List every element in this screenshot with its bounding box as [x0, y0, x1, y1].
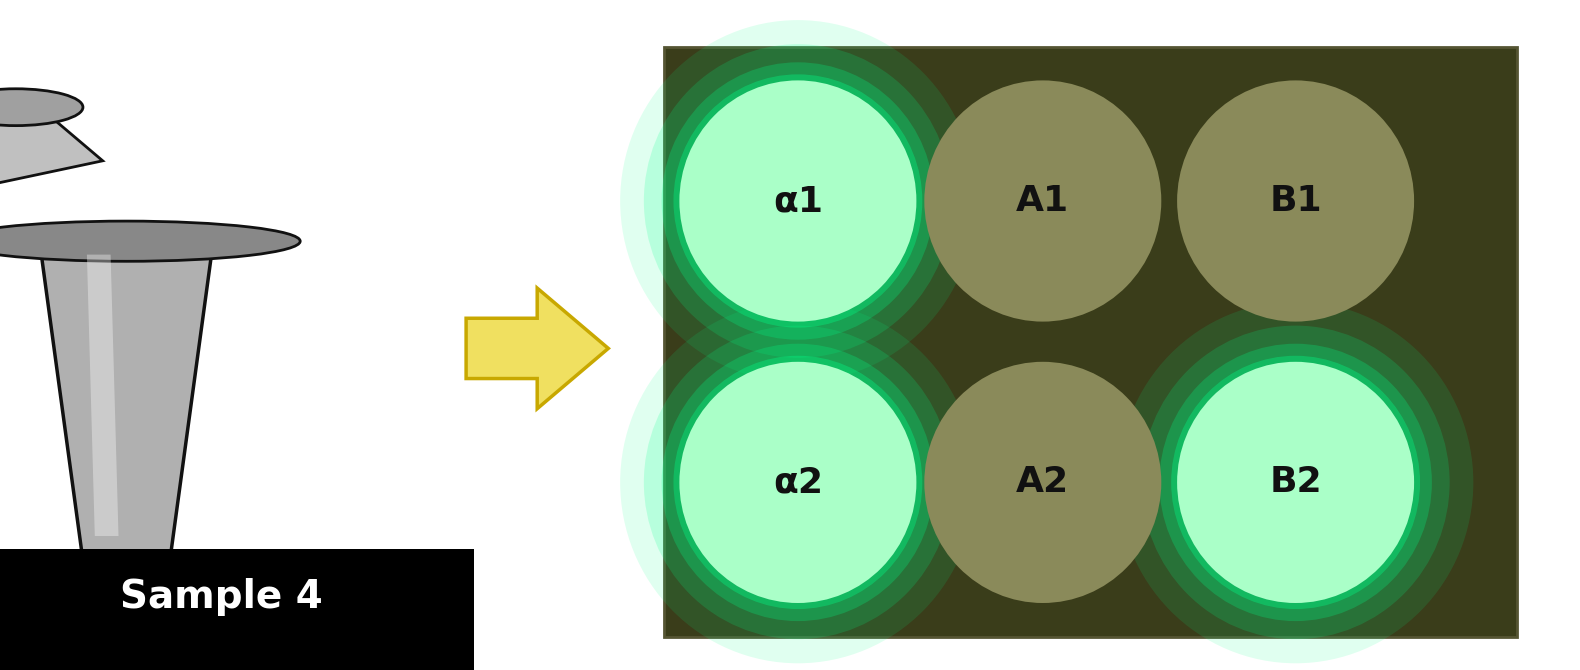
Text: A2: A2 [1016, 466, 1070, 499]
Ellipse shape [924, 362, 1161, 603]
Ellipse shape [1141, 326, 1450, 639]
Ellipse shape [1171, 356, 1420, 609]
Ellipse shape [679, 80, 916, 322]
Bar [0, 549, 474, 670]
Ellipse shape [1117, 302, 1474, 663]
Ellipse shape [662, 344, 934, 621]
Ellipse shape [679, 362, 916, 603]
Ellipse shape [619, 20, 976, 382]
Text: α2: α2 [773, 466, 823, 499]
Ellipse shape [47, 576, 205, 603]
Ellipse shape [662, 62, 934, 340]
Ellipse shape [619, 302, 976, 663]
Ellipse shape [673, 356, 923, 609]
Text: B2: B2 [1269, 466, 1322, 499]
Ellipse shape [645, 326, 951, 639]
Ellipse shape [1177, 80, 1414, 322]
Text: α1: α1 [773, 184, 823, 218]
Polygon shape [0, 94, 103, 188]
Text: B1: B1 [1269, 184, 1322, 218]
Polygon shape [87, 255, 118, 536]
Ellipse shape [0, 89, 84, 126]
Ellipse shape [645, 44, 951, 358]
FancyArrow shape [466, 288, 608, 409]
Text: Sample 4: Sample 4 [120, 578, 322, 616]
Ellipse shape [0, 221, 300, 261]
Polygon shape [40, 241, 213, 590]
Ellipse shape [924, 80, 1161, 322]
Ellipse shape [1160, 344, 1431, 621]
Text: A1: A1 [1016, 184, 1070, 218]
Ellipse shape [1177, 362, 1414, 603]
Ellipse shape [673, 74, 923, 328]
Bar [664, 47, 1517, 636]
